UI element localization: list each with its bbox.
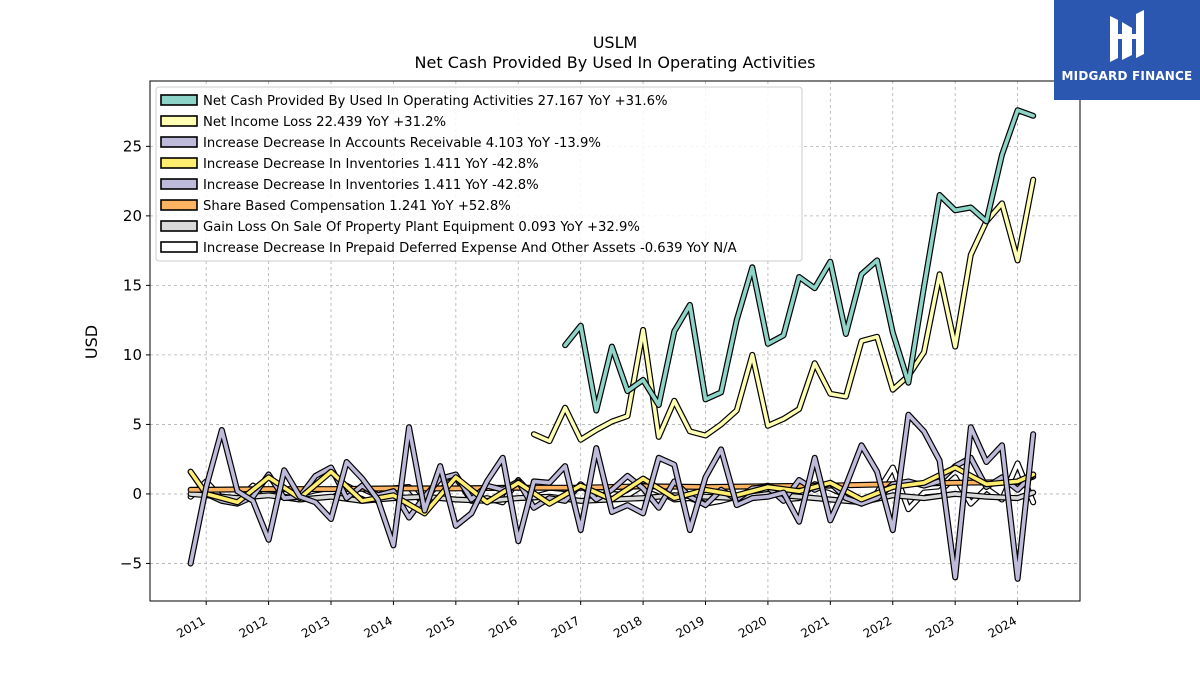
brand-logo: MIDGARD FINANCE (1054, 0, 1200, 100)
y-tick-label: 0 (132, 485, 142, 503)
x-tick-label: 2014 (361, 613, 394, 640)
logo-mark-icon (1110, 10, 1144, 62)
x-tick-label: 2021 (798, 613, 831, 640)
series-line-1 (530, 176, 1037, 445)
x-tick-label: 2019 (674, 613, 707, 640)
legend-swatch (160, 94, 198, 106)
y-tick-label: 15 (123, 276, 142, 294)
legend-entry: Increase Decrease In Inventories 1.411 Y… (203, 178, 539, 193)
x-tick-label: 2013 (299, 613, 332, 640)
x-tick-label: 2024 (986, 613, 1019, 640)
x-tick-label: 2022 (861, 613, 894, 640)
y-axis-label: USD (82, 325, 101, 359)
series-line-7 (187, 460, 1037, 513)
y-tick-label: 5 (132, 415, 142, 433)
chart-subtitle: Net Cash Provided By Used In Operating A… (415, 53, 816, 72)
x-tick-label: 2015 (424, 613, 457, 640)
series-stroke (532, 177, 1035, 443)
legend-swatch (160, 115, 198, 127)
legend-box (155, 86, 803, 262)
x-tick-label: 2012 (237, 613, 270, 640)
legend-swatch (160, 241, 198, 253)
series-stroke (563, 108, 1035, 413)
x-tick-label: 2016 (486, 613, 519, 640)
series-layer (187, 107, 1037, 582)
x-tick-label: 2017 (549, 613, 582, 640)
legend-entry: Share Based Compensation 1.241 YoY +52.8… (203, 199, 511, 214)
y-tick-label: 25 (123, 137, 142, 155)
legend-swatch (160, 199, 198, 211)
x-tick-label: 2011 (174, 613, 207, 640)
legend-entry: Net Income Loss 22.439 YoY +31.2% (203, 115, 446, 130)
legend-entry: Increase Decrease In Prepaid Deferred Ex… (203, 241, 737, 256)
plot-frame (149, 80, 1081, 602)
series-stroke (188, 412, 1035, 581)
y-tick-label: −5 (120, 554, 142, 572)
series-line-2 (187, 411, 1037, 582)
chart-title: USLM (593, 33, 638, 52)
series-line-0 (562, 107, 1037, 414)
legend-entry: Increase Decrease In Inventories 1.411 Y… (203, 157, 539, 172)
x-tick-label: 2020 (736, 613, 769, 640)
series-stroke (188, 461, 1035, 512)
legend-entry: Net Cash Provided By Used In Operating A… (203, 94, 668, 109)
legend-swatch (160, 136, 198, 148)
y-tick-label: 10 (123, 346, 142, 364)
legend-swatch (160, 157, 198, 169)
legend-swatch (160, 178, 198, 190)
legend-entry: Gain Loss On Sale Of Property Plant Equi… (203, 220, 640, 235)
legend: Net Cash Provided By Used In Operating A… (155, 86, 803, 262)
logo-text: MIDGARD FINANCE (1061, 69, 1193, 83)
legend-entry: Increase Decrease In Accounts Receivable… (203, 136, 601, 151)
y-tick-label: 20 (123, 207, 142, 225)
x-tick-label: 2023 (923, 613, 956, 640)
x-tick-label: 2018 (611, 613, 644, 640)
legend-swatch (160, 220, 198, 232)
